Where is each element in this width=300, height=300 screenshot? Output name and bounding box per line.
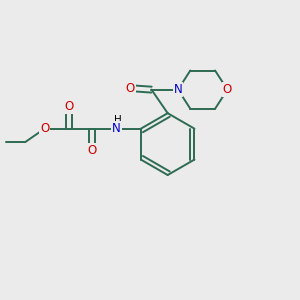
Text: O: O bbox=[223, 83, 232, 96]
Text: O: O bbox=[40, 122, 49, 135]
Text: O: O bbox=[88, 144, 97, 157]
Text: O: O bbox=[126, 82, 135, 95]
Text: O: O bbox=[64, 100, 74, 113]
Text: N: N bbox=[112, 122, 121, 135]
Text: N: N bbox=[174, 83, 182, 96]
Text: H: H bbox=[114, 116, 122, 125]
